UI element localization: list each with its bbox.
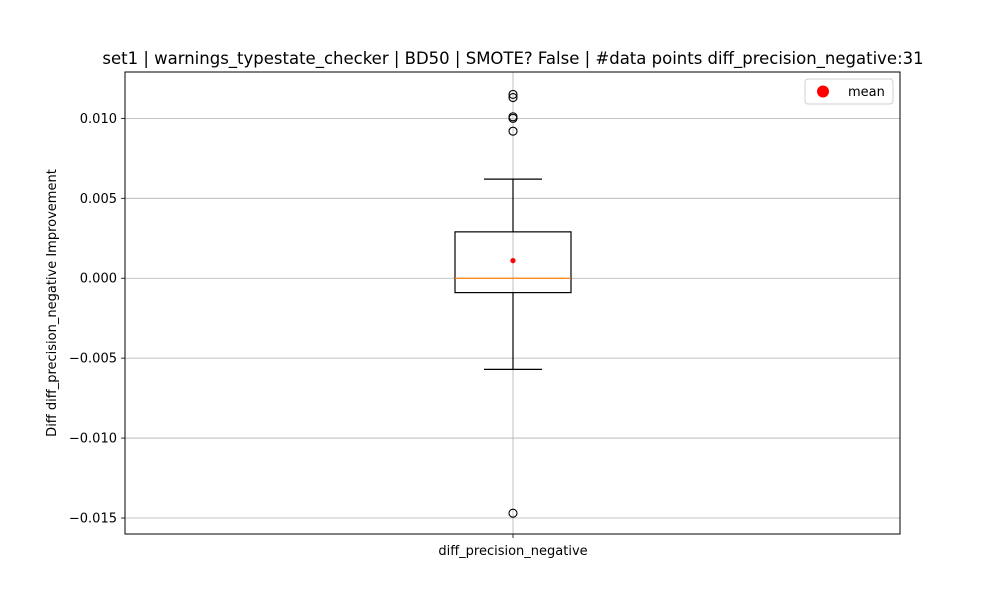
y-tick-label: 0.010 — [80, 112, 117, 127]
chart-title: set1 | warnings_typestate_checker | BD50… — [102, 49, 923, 69]
y-tick-label: −0.005 — [69, 352, 117, 367]
y-tick-label: 0.000 — [80, 272, 117, 287]
y-axis-label: Diff diff_precision_negative Improvement — [45, 169, 60, 437]
legend: mean — [804, 78, 894, 105]
y-tick-label: 0.005 — [80, 192, 117, 207]
legend-label-mean: mean — [848, 85, 885, 100]
y-tick-label: −0.010 — [69, 432, 117, 447]
plot-frame — [124, 71, 901, 535]
iqr-box — [454, 231, 572, 294]
outlier-point — [508, 93, 518, 103]
outlier-point — [508, 126, 518, 136]
box-plot-elements — [454, 89, 572, 518]
outlier-point — [508, 113, 518, 123]
y-tick-label: −0.015 — [69, 512, 117, 527]
axis-ticks: −0.015 −0.010 −0.005 0.000 0.005 0.010 diff_pr… — [69, 112, 588, 559]
x-tick-label: diff_precision_negative — [438, 544, 587, 559]
legend-box — [804, 78, 894, 105]
outlier-point — [508, 508, 518, 518]
legend-mean-marker — [817, 85, 829, 98]
outlier-point — [508, 89, 518, 99]
mean-marker — [510, 258, 516, 264]
